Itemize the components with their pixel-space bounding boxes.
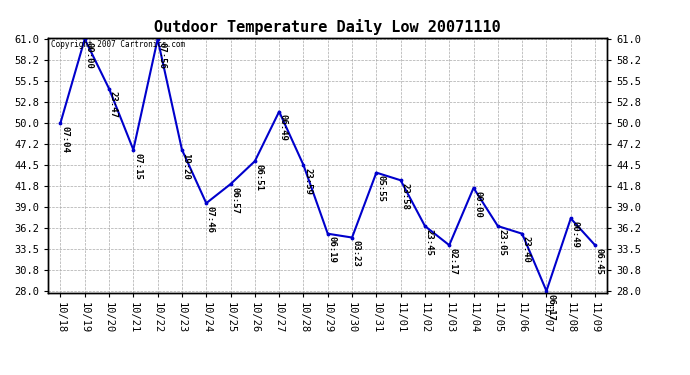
Text: 23:47: 23:47 — [109, 92, 118, 118]
Text: 02:17: 02:17 — [449, 248, 458, 275]
Text: 07:04: 07:04 — [60, 126, 69, 153]
Text: 00:00: 00:00 — [473, 190, 482, 217]
Text: 23:05: 23:05 — [497, 229, 506, 256]
Text: 23:45: 23:45 — [424, 229, 433, 256]
Text: 07:56: 07:56 — [157, 42, 166, 69]
Text: 07:46: 07:46 — [206, 206, 215, 233]
Title: Outdoor Temperature Daily Low 20071110: Outdoor Temperature Daily Low 20071110 — [155, 19, 501, 35]
Text: 23:59: 23:59 — [303, 168, 312, 195]
Text: 06:45: 06:45 — [595, 248, 604, 275]
Text: 06:57: 06:57 — [230, 187, 239, 214]
Text: 06:49: 06:49 — [279, 114, 288, 141]
Text: 00:00: 00:00 — [84, 42, 93, 69]
Text: 06:19: 06:19 — [328, 237, 337, 263]
Text: 07:15: 07:15 — [133, 153, 142, 179]
Text: 23:40: 23:40 — [522, 237, 531, 263]
Text: 06:17: 06:17 — [546, 294, 555, 321]
Text: 23:58: 23:58 — [400, 183, 409, 210]
Text: 06:51: 06:51 — [255, 164, 264, 191]
Text: 03:23: 03:23 — [352, 240, 361, 267]
Text: 05:55: 05:55 — [376, 176, 385, 202]
Text: Copyright 2007 Cartronics.com: Copyright 2007 Cartronics.com — [51, 40, 185, 49]
Text: 19:20: 19:20 — [181, 153, 190, 179]
Text: 00:49: 00:49 — [571, 221, 580, 248]
